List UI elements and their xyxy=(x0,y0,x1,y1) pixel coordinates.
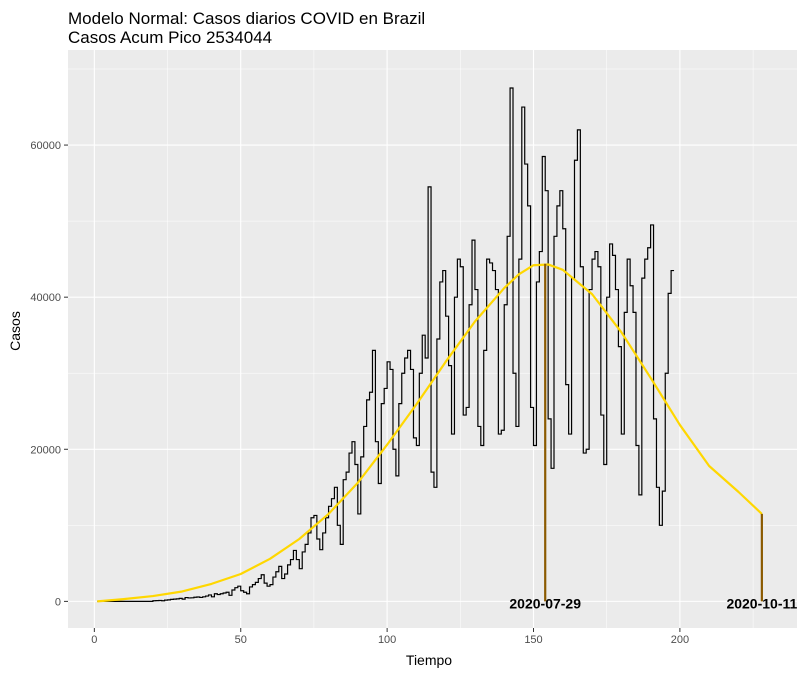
x-axis-title: Tiempo xyxy=(406,652,452,668)
marker-label: 2020-07-29 xyxy=(509,595,581,611)
x-tick-label: 200 xyxy=(671,634,689,646)
daily-cases-step-line xyxy=(97,87,675,602)
chart-subtitle: Casos Acum Pico 2534044 xyxy=(68,28,272,47)
marker-layer: 2020-07-29 2020-10-11 xyxy=(509,263,798,611)
y-tick-label: 20000 xyxy=(30,444,61,456)
plot-panel xyxy=(68,50,797,628)
x-tick-label: 150 xyxy=(524,634,542,646)
chart-title: Modelo Normal: Casos diarios COVID en Br… xyxy=(68,9,425,28)
y-tick-label: 40000 xyxy=(30,292,61,304)
normal-fit-curve xyxy=(97,263,763,603)
x-tick-label: 0 xyxy=(91,634,97,646)
axis-ticks: 0 50 100 150 200 0 20000 40000 60000 xyxy=(30,140,689,646)
marker-label: 2020-10-11 xyxy=(726,595,797,611)
x-tick-label: 100 xyxy=(378,634,396,646)
series-layer xyxy=(97,87,763,603)
y-tick-label: 0 xyxy=(55,596,61,608)
grid-lines xyxy=(68,50,797,628)
x-tick-label: 50 xyxy=(235,634,247,646)
y-axis-title: Casos xyxy=(7,311,23,351)
y-tick-label: 60000 xyxy=(30,140,61,152)
